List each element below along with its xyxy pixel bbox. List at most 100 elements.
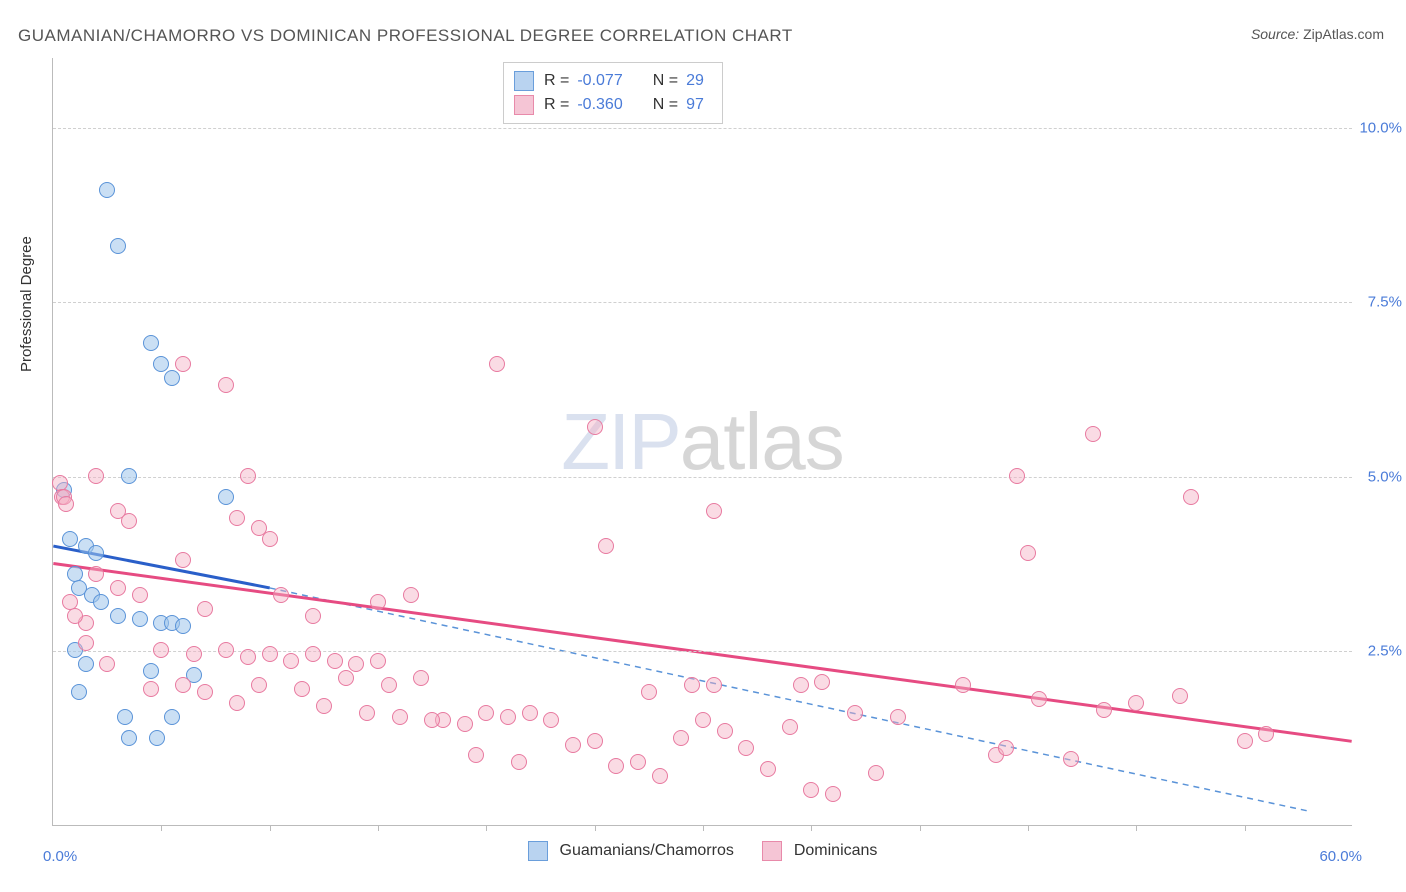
scatter-point xyxy=(598,538,614,554)
scatter-point xyxy=(782,719,798,735)
x-axis-tick xyxy=(811,825,812,831)
scatter-point xyxy=(1020,545,1036,561)
chart-title: GUAMANIAN/CHAMORRO VS DOMINICAN PROFESSI… xyxy=(18,26,793,46)
scatter-point xyxy=(273,587,289,603)
scatter-point xyxy=(1085,426,1101,442)
scatter-point xyxy=(803,782,819,798)
scatter-point xyxy=(522,705,538,721)
scatter-point xyxy=(847,705,863,721)
scatter-point xyxy=(1237,733,1253,749)
scatter-point xyxy=(489,356,505,372)
scatter-point xyxy=(890,709,906,725)
legend-swatch xyxy=(514,95,534,115)
scatter-point xyxy=(370,653,386,669)
scatter-point xyxy=(78,656,94,672)
scatter-point xyxy=(132,611,148,627)
scatter-point xyxy=(62,531,78,547)
trend-lines-layer xyxy=(53,58,1352,825)
scatter-point xyxy=(175,677,191,693)
y-axis-title: Professional Degree xyxy=(18,236,35,372)
y-axis-tick-label: 10.0% xyxy=(1359,119,1402,136)
scatter-point xyxy=(338,670,354,686)
legend-item: Dominicans xyxy=(762,841,878,861)
scatter-point xyxy=(88,566,104,582)
scatter-point xyxy=(78,635,94,651)
scatter-point xyxy=(262,646,278,662)
correlation-n-label: N = xyxy=(653,69,678,93)
scatter-point xyxy=(413,670,429,686)
scatter-point xyxy=(1009,468,1025,484)
correlation-r-label: R = xyxy=(544,93,569,117)
scatter-point xyxy=(608,758,624,774)
scatter-point xyxy=(359,705,375,721)
x-axis-tick xyxy=(1028,825,1029,831)
scatter-point xyxy=(543,712,559,728)
scatter-point xyxy=(67,608,83,624)
scatter-point xyxy=(587,733,603,749)
scatter-point xyxy=(99,656,115,672)
scatter-point xyxy=(175,356,191,372)
watermark-atlas: atlas xyxy=(680,397,844,486)
x-axis-tick xyxy=(595,825,596,831)
scatter-point xyxy=(1128,695,1144,711)
scatter-point xyxy=(229,510,245,526)
scatter-point xyxy=(164,709,180,725)
scatter-point xyxy=(88,468,104,484)
scatter-point xyxy=(955,677,971,693)
correlation-r-label: R = xyxy=(544,69,569,93)
scatter-point xyxy=(143,335,159,351)
legend-swatch xyxy=(514,71,534,91)
scatter-point xyxy=(153,356,169,372)
scatter-point xyxy=(316,698,332,714)
scatter-point xyxy=(1258,726,1274,742)
scatter-point xyxy=(1172,688,1188,704)
scatter-point xyxy=(153,642,169,658)
scatter-point xyxy=(652,768,668,784)
scatter-point xyxy=(218,642,234,658)
scatter-point xyxy=(1183,489,1199,505)
scatter-point xyxy=(403,587,419,603)
x-axis-tick xyxy=(920,825,921,831)
scatter-point xyxy=(110,238,126,254)
y-axis-tick-label: 2.5% xyxy=(1368,643,1402,660)
scatter-point xyxy=(717,723,733,739)
scatter-point xyxy=(381,677,397,693)
scatter-point xyxy=(706,503,722,519)
scatter-point xyxy=(684,677,700,693)
source-label: Source: xyxy=(1251,26,1299,42)
scatter-point xyxy=(468,747,484,763)
legend-swatch xyxy=(762,841,782,861)
scatter-point xyxy=(478,705,494,721)
trend-line-dashed xyxy=(270,588,1309,811)
scatter-point xyxy=(121,513,137,529)
x-axis-tick xyxy=(1245,825,1246,831)
scatter-point xyxy=(110,608,126,624)
scatter-point xyxy=(110,580,126,596)
scatter-point xyxy=(283,653,299,669)
watermark-zip: ZIP xyxy=(561,397,679,486)
x-axis-tick xyxy=(161,825,162,831)
scatter-point xyxy=(143,663,159,679)
scatter-point xyxy=(500,709,516,725)
scatter-point xyxy=(868,765,884,781)
scatter-point xyxy=(706,677,722,693)
scatter-point xyxy=(229,695,245,711)
scatter-point xyxy=(117,709,133,725)
source-value: ZipAtlas.com xyxy=(1303,26,1384,42)
scatter-point xyxy=(149,730,165,746)
grid-line xyxy=(53,302,1352,303)
legend-swatch xyxy=(528,841,548,861)
scatter-point xyxy=(186,646,202,662)
scatter-point xyxy=(1031,691,1047,707)
watermark: ZIPatlas xyxy=(561,396,843,488)
scatter-point xyxy=(673,730,689,746)
scatter-point xyxy=(262,531,278,547)
correlation-n-value: 97 xyxy=(686,93,704,117)
scatter-point xyxy=(370,594,386,610)
x-axis-tick xyxy=(486,825,487,831)
scatter-point xyxy=(197,601,213,617)
scatter-point xyxy=(457,716,473,732)
scatter-point xyxy=(305,646,321,662)
scatter-point xyxy=(132,587,148,603)
scatter-point xyxy=(143,681,159,697)
